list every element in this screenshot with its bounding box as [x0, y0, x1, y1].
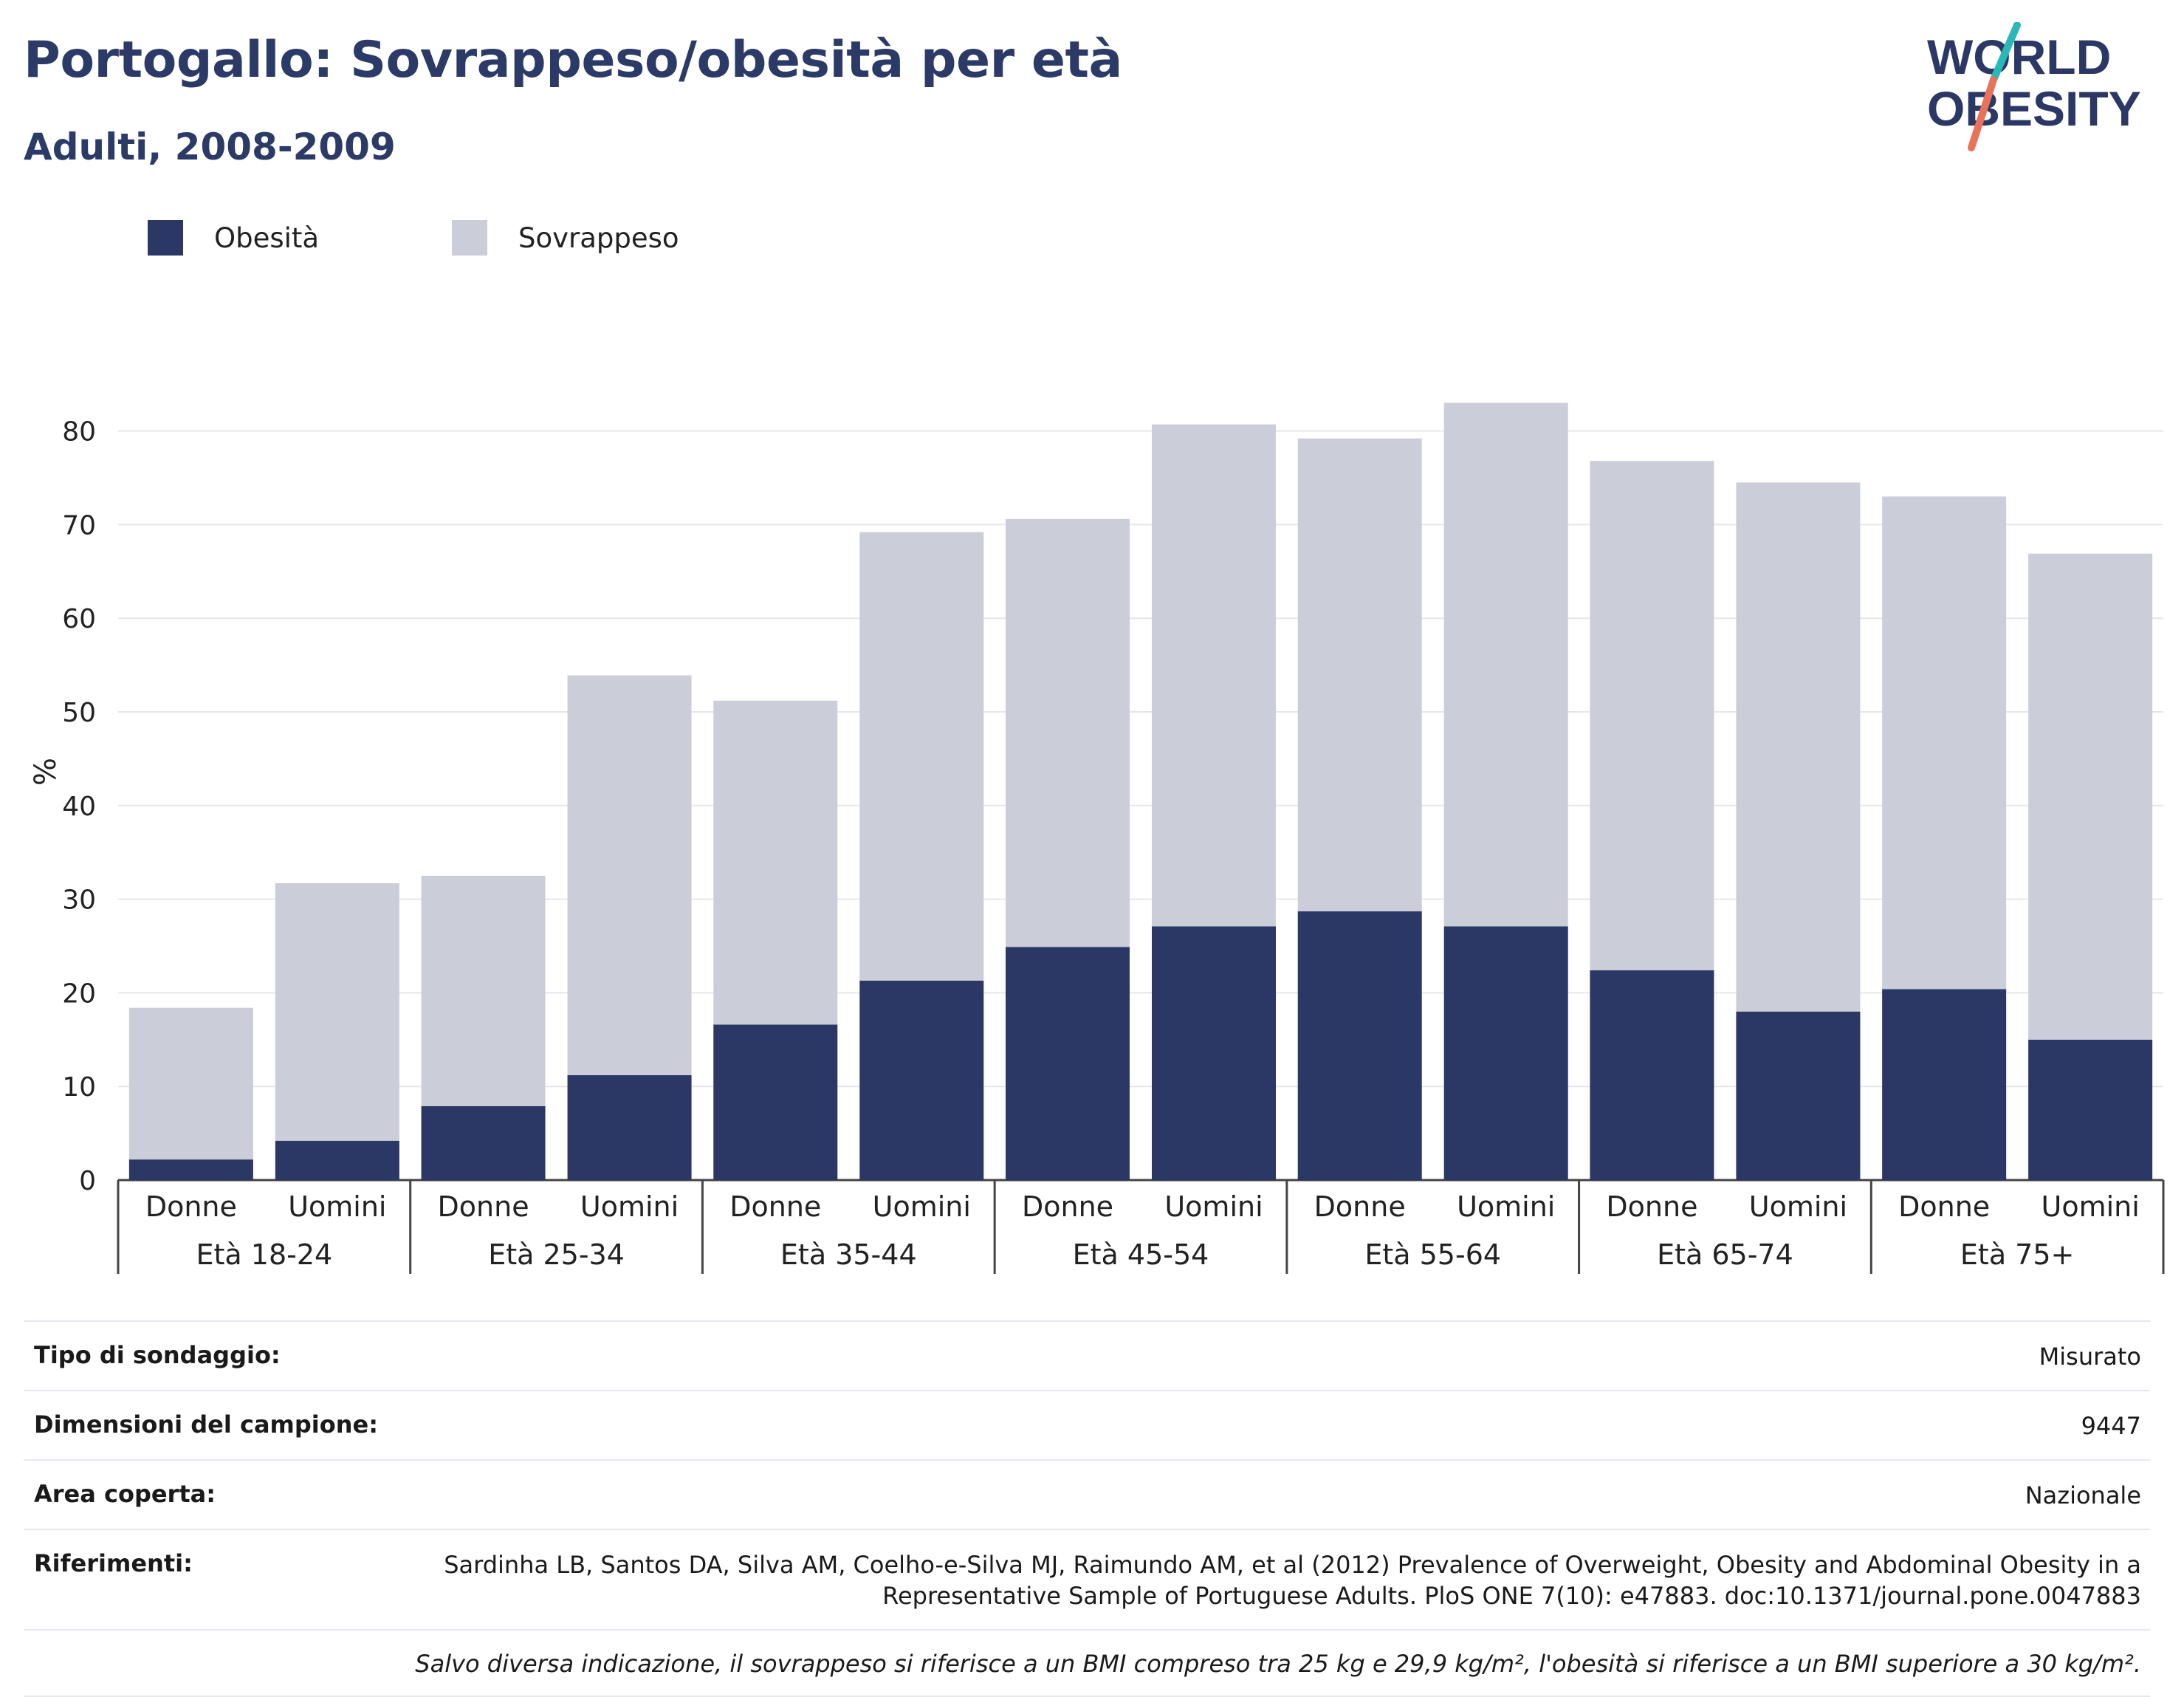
- x-group-label: Età 18-24: [196, 1238, 333, 1271]
- bar-obesity: [1006, 947, 1130, 1180]
- bmi-definition-note: Salvo diversa indicazione, il sovrappeso…: [24, 1629, 2150, 1697]
- bar-overweight: [1152, 424, 1276, 927]
- bar-obesity: [567, 1074, 692, 1180]
- y-axis-label: %: [29, 758, 63, 786]
- stacked-bar-chart: 0 10 20 30 40 50 60 70 80% Donne Uomini Età 18-24 Do…: [29, 402, 2165, 1274]
- x-tick-label: Donne: [438, 1190, 529, 1223]
- y-tick-label: 40: [62, 792, 96, 822]
- logo-slash-coral: [1968, 76, 1997, 151]
- x-group-label: Età 25-34: [488, 1238, 625, 1271]
- survey-info-table: Tipo di sondaggio: Misurato Dimensioni d…: [24, 1320, 2150, 1697]
- logo-line-1: WORLD: [1927, 30, 2111, 84]
- x-tick-label: Uomini: [2042, 1190, 2140, 1223]
- bar-overweight: [859, 532, 984, 981]
- bar-overweight: [1590, 461, 1714, 970]
- legend-label-overweight: Sovrappeso: [518, 222, 679, 254]
- bar-overweight: [1297, 438, 1422, 912]
- bar-obesity: [1590, 970, 1714, 1180]
- x-tick-label: Uomini: [288, 1190, 386, 1223]
- y-tick-label: 70: [62, 510, 96, 541]
- info-value: Sardinha LB, Santos DA, Silva AM, Coelho…: [444, 1551, 2141, 1610]
- x-group-label: Età 45-54: [1073, 1238, 1209, 1271]
- bar-overweight: [713, 700, 838, 1025]
- y-tick-label: 60: [62, 604, 96, 634]
- bar-obesity: [1736, 1011, 1861, 1180]
- info-row-survey-type: Tipo di sondaggio: Misurato: [24, 1320, 2150, 1390]
- logo-line-2: OBESITY: [1927, 81, 2141, 136]
- info-key: Tipo di sondaggio:: [34, 1341, 281, 1369]
- bar-obesity: [1443, 926, 1568, 1180]
- x-tick-label: Donne: [1314, 1190, 1406, 1223]
- x-tick-label: Uomini: [873, 1190, 971, 1223]
- y-tick-label: 0: [79, 1166, 96, 1196]
- bar-obesity: [1152, 926, 1276, 1180]
- x-tick-label: Donne: [1606, 1190, 1697, 1223]
- bar-overweight: [1736, 482, 1861, 1012]
- info-row-references: Riferimenti: Sardinha LB, Santos DA, Sil…: [24, 1529, 2150, 1629]
- y-tick-label: 50: [62, 698, 96, 728]
- x-group-label: Età 75+: [1960, 1238, 2074, 1271]
- bar-overweight: [567, 675, 692, 1075]
- bar-overweight: [421, 875, 546, 1106]
- x-group-label: Età 65-74: [1657, 1238, 1793, 1271]
- info-row-area: Area coperta: Nazionale: [24, 1459, 2150, 1529]
- y-tick-label: 10: [62, 1072, 96, 1103]
- y-tick-label: 20: [62, 978, 96, 1009]
- bar-overweight: [128, 1007, 253, 1160]
- x-tick-label: Donne: [729, 1190, 821, 1223]
- legend-item-obesity: Obesità: [148, 220, 319, 256]
- x-tick-label: Donne: [145, 1190, 237, 1223]
- x-tick-label: Uomini: [1457, 1190, 1555, 1223]
- x-tick-label: Donne: [1898, 1190, 1990, 1223]
- bar-obesity: [2028, 1039, 2153, 1180]
- x-tick-label: Uomini: [1749, 1190, 1847, 1223]
- legend-item-overweight: Sovrappeso: [452, 220, 679, 256]
- legend-swatch-obesity: [148, 220, 183, 256]
- bar-overweight: [1006, 518, 1130, 947]
- y-tick-label: 30: [62, 885, 96, 916]
- world-obesity-logo: WORLD OBESITY: [1927, 22, 2141, 151]
- info-value: Nazionale: [2025, 1481, 2141, 1509]
- info-key: Dimensioni del campione:: [34, 1410, 379, 1439]
- bar-obesity: [1882, 989, 2007, 1180]
- chart-subtitle: Adulti, 2008-2009: [24, 126, 396, 168]
- bar-obesity: [713, 1024, 838, 1180]
- info-value: 9447: [2081, 1412, 2141, 1440]
- logo-slash-teal: [1990, 22, 2021, 83]
- x-tick-label: Uomini: [580, 1190, 679, 1223]
- x-group-label: Età 35-44: [780, 1238, 917, 1271]
- bar-obesity: [275, 1140, 399, 1180]
- x-group-label: Età 55-64: [1364, 1238, 1501, 1271]
- chart-title: Portogallo: Sovrappeso/obesità per età: [24, 31, 1122, 89]
- bar-overweight: [275, 883, 399, 1141]
- x-tick-label: Donne: [1022, 1190, 1113, 1223]
- legend-label-obesity: Obesità: [214, 222, 320, 254]
- info-value: Misurato: [2039, 1343, 2141, 1371]
- legend-swatch-overweight: [452, 220, 487, 256]
- x-tick-label: Uomini: [1164, 1190, 1263, 1223]
- bar-overweight: [2028, 553, 2153, 1040]
- bar-overweight: [1882, 496, 2007, 990]
- bar-obesity: [859, 980, 984, 1180]
- info-key: Riferimenti:: [34, 1549, 193, 1577]
- info-key: Area coperta:: [34, 1480, 216, 1508]
- bar-obesity: [421, 1105, 546, 1180]
- bar-obesity: [128, 1159, 253, 1180]
- bar-obesity: [1297, 911, 1422, 1180]
- info-row-sample-size: Dimensioni del campione: 9447: [24, 1390, 2150, 1459]
- bar-overweight: [1443, 402, 1568, 927]
- y-tick-label: 80: [62, 417, 96, 448]
